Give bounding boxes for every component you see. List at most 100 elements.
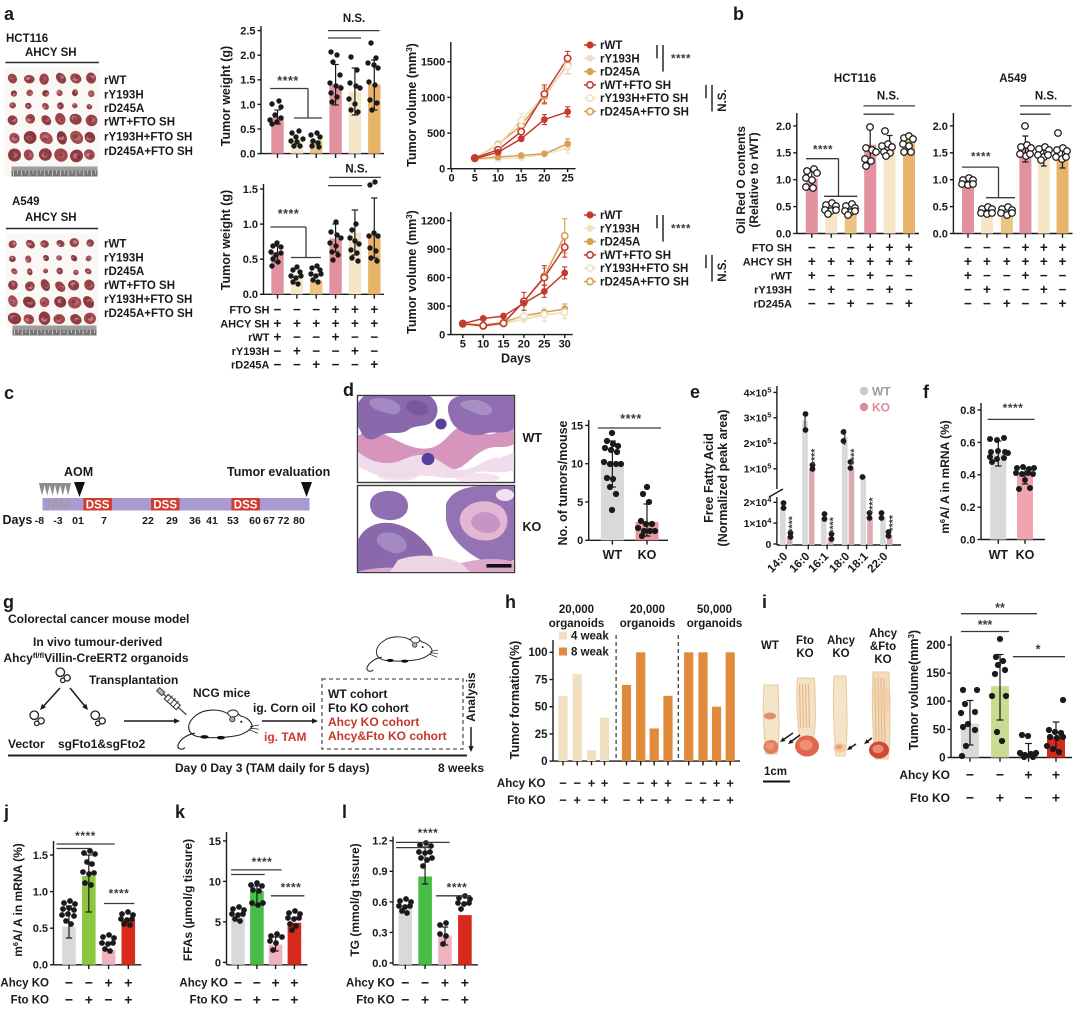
svg-text:rWT: rWT [248, 332, 270, 344]
svg-text:+: + [1040, 240, 1048, 255]
svg-text:****: **** [787, 515, 799, 532]
svg-text:+: + [866, 254, 874, 269]
svg-text:Fto KO: Fto KO [190, 995, 228, 1007]
svg-text:0.6: 0.6 [372, 897, 387, 909]
svg-text:−: − [1003, 268, 1011, 283]
svg-text:In vivo tumour-derived: In vivo tumour-derived [33, 635, 162, 649]
svg-text:−: − [234, 992, 242, 1007]
svg-text:(Relative to rWT): (Relative to rWT) [747, 132, 761, 227]
svg-text:HCT116: HCT116 [6, 33, 48, 45]
svg-text:+: + [351, 316, 359, 331]
svg-text:−: − [65, 992, 73, 1007]
svg-text:rD245A+FTO SH: rD245A+FTO SH [104, 308, 193, 320]
svg-text:−: − [886, 296, 894, 311]
svg-text:−: − [866, 296, 874, 311]
svg-text:****: **** [849, 448, 861, 465]
svg-text:****: **** [971, 152, 991, 164]
svg-text:−: − [827, 240, 835, 255]
svg-text:ig. TAM: ig. TAM [264, 730, 306, 744]
svg-text:rD245A: rD245A [753, 299, 792, 311]
svg-text:rWT: rWT [600, 210, 622, 222]
svg-text:****: **** [1003, 401, 1024, 415]
svg-text:Oil Red O contents: Oil Red O contents [734, 126, 748, 234]
svg-text:+: + [461, 975, 469, 991]
svg-text:20: 20 [538, 173, 550, 185]
svg-text:N.S.: N.S. [345, 164, 367, 176]
svg-text:15: 15 [571, 420, 583, 432]
svg-text:+: + [290, 992, 298, 1007]
svg-text:****: **** [278, 207, 299, 221]
svg-text:sgFto1&sgFto2: sgFto1&sgFto2 [58, 737, 146, 751]
svg-text:Ahcy KO: Ahcy KO [346, 978, 395, 990]
svg-text:b: b [733, 4, 744, 24]
svg-text:rWT: rWT [104, 75, 126, 87]
svg-text:rWT+FTO SH: rWT+FTO SH [600, 80, 671, 92]
svg-text:+: + [588, 776, 596, 791]
svg-text:2.0: 2.0 [933, 121, 948, 133]
svg-text:****: **** [671, 54, 691, 66]
svg-text:+: + [726, 793, 734, 808]
svg-text:Fto KO: Fto KO [11, 995, 49, 1007]
svg-text:**: ** [995, 601, 1005, 615]
svg-text:−: − [808, 296, 816, 311]
svg-text:4×105​: 4×105​ [744, 385, 772, 399]
svg-text:+: + [726, 776, 734, 791]
svg-text:2×105​: 2×105​ [744, 436, 772, 450]
svg-text:−: − [234, 975, 242, 991]
svg-text:300: 300 [427, 301, 445, 313]
svg-text:****: **** [75, 829, 96, 843]
svg-text:A549: A549 [999, 73, 1027, 85]
svg-text:No. of tumors/mouse: No. of tumors/mouse [556, 420, 570, 545]
svg-text:−: − [964, 296, 972, 311]
svg-text:0.8: 0.8 [960, 405, 975, 417]
svg-text:+: + [1003, 296, 1011, 311]
svg-text:Vector: Vector [8, 737, 45, 751]
svg-text:organoids: organoids [687, 618, 743, 630]
svg-text:+: + [866, 240, 874, 255]
svg-text:50,000: 50,000 [697, 604, 732, 616]
svg-text:8 weeks: 8 weeks [438, 761, 484, 775]
svg-text:−: − [332, 357, 340, 372]
svg-text:N.S.: N.S. [717, 259, 729, 281]
svg-text:****: **** [277, 74, 298, 88]
svg-text:20: 20 [518, 339, 530, 351]
svg-text:+: + [664, 793, 672, 808]
svg-text:−: − [312, 344, 320, 359]
svg-text:20,000: 20,000 [559, 604, 594, 616]
svg-text:1500: 1500 [421, 57, 445, 69]
svg-text:j: j [3, 802, 9, 822]
svg-text:−: − [886, 268, 894, 283]
svg-text:−: − [623, 793, 631, 808]
svg-text:+: + [370, 316, 378, 331]
svg-text:+: + [1052, 790, 1060, 806]
svg-text:−: − [370, 330, 378, 345]
svg-text:1.5: 1.5 [776, 148, 791, 160]
svg-text:WT: WT [989, 548, 1009, 562]
svg-text:10: 10 [209, 876, 221, 888]
svg-text:Ahcy KO: Ahcy KO [0, 978, 49, 990]
svg-text:organoids: organoids [549, 618, 605, 630]
svg-text:29: 29 [166, 515, 178, 527]
svg-text:−: − [905, 282, 913, 297]
svg-text:10: 10 [477, 339, 489, 351]
svg-text:Ahcyfl/flVillin-CreERT2 organo: Ahcyfl/flVillin-CreERT2 organoids [4, 651, 189, 665]
svg-text:Tumor formation(%): Tumor formation(%) [508, 641, 522, 760]
svg-text:67: 67 [263, 515, 275, 527]
svg-text:Day 0 Day 3 (TAM daily for 5: Day 0 Day 3 (TAM daily for 5 days) [175, 761, 370, 775]
svg-text:-3: -3 [53, 515, 62, 527]
svg-text:****: **** [447, 881, 468, 895]
svg-text:rD245A: rD245A [104, 266, 144, 278]
svg-text:Transplantation: Transplantation [89, 673, 178, 687]
svg-text:−: − [401, 992, 409, 1007]
svg-text:5: 5 [577, 497, 583, 509]
svg-text:+: + [827, 254, 835, 269]
svg-text:TG (mmol/g tissure): TG (mmol/g tissure) [348, 843, 362, 956]
svg-text:+: + [1003, 254, 1011, 269]
svg-text:N.S.: N.S. [877, 91, 899, 103]
svg-text:1.0: 1.0 [776, 175, 791, 187]
svg-text:d: d [343, 380, 354, 400]
svg-text:−: − [253, 975, 261, 991]
svg-text:+: + [312, 357, 320, 372]
svg-text:−: − [1021, 282, 1029, 297]
svg-text:rWT: rWT [771, 271, 793, 283]
